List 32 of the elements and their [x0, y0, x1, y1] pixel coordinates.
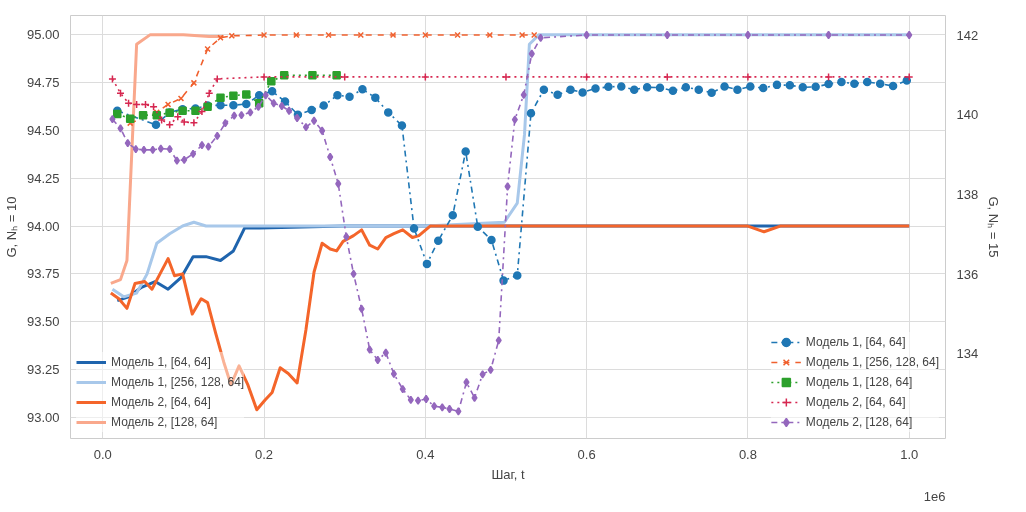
y-tick-label: 94.50: [26, 122, 60, 138]
y2-tick-label: 134: [956, 346, 979, 362]
x-tick-label: 1.0: [900, 446, 919, 462]
legend-label: Модель 1, [128, 64]: [805, 375, 913, 389]
x-tick-label: 0.8: [738, 446, 757, 462]
x-tick-label: 0.6: [577, 446, 596, 462]
y-tick-label: 93.75: [26, 266, 60, 282]
legend-label: Модель 1, [64, 64]: [111, 355, 211, 369]
x-tick-label: 0.4: [416, 446, 435, 462]
x-axis-title: Шаг, t: [491, 466, 525, 482]
legend-label: Модель 2, [128, 64]: [805, 415, 913, 429]
y2-axis-title: G, Nₕ = 15: [986, 196, 1002, 258]
x-tick-label: 0.0: [93, 446, 112, 462]
legend-label: Модель 1, [64, 64]: [805, 335, 906, 349]
text: 1e6: [923, 488, 946, 504]
y2-tick-label: 142: [956, 27, 979, 43]
legend-label: Модель 2, [64, 64]: [805, 395, 906, 409]
y-tick-label: 94.25: [26, 170, 60, 186]
legend-label: Модель 2, [128, 64]: [111, 415, 218, 429]
x-tick-label: 0.2: [255, 446, 274, 462]
y-tick-label: 93.50: [26, 314, 60, 330]
y-tick-label: 94.75: [26, 74, 60, 90]
y-tick-label: 93.00: [26, 409, 60, 425]
y-tick-label: 93.25: [26, 362, 60, 378]
y-tick-label: 95.00: [26, 27, 60, 43]
y2-tick-label: 136: [956, 266, 979, 282]
y-axis-title: G, Nₕ = 10: [3, 196, 19, 258]
y2-tick-label: 140: [956, 107, 979, 123]
legend-label: Модель 2, [64, 64]: [111, 395, 211, 409]
y-tick-label: 94.00: [26, 218, 60, 234]
legend-label: Модель 1, [256, 128, 64]: [805, 355, 939, 369]
y2-tick-label: 138: [956, 187, 979, 203]
